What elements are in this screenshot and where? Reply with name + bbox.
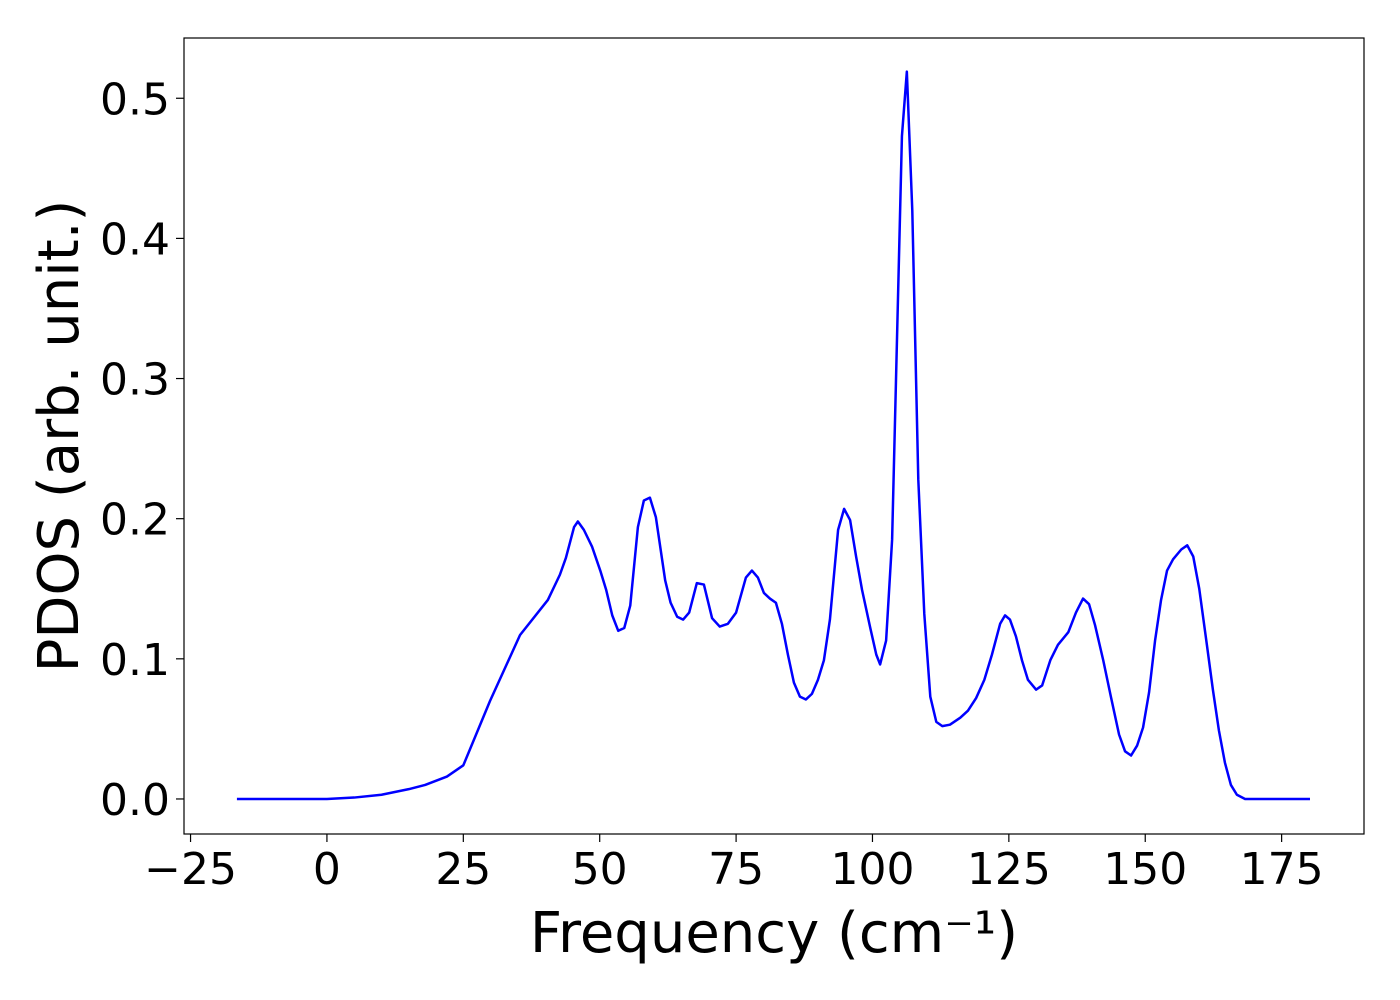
y-tick-label: 0.2 <box>100 495 170 546</box>
y-tick-label: 0.1 <box>100 635 170 686</box>
x-tick-label: 150 <box>1103 844 1187 895</box>
data-line <box>236 70 1310 801</box>
x-tick-label: 125 <box>967 844 1051 895</box>
plot-frame <box>183 37 1365 835</box>
x-tick-label: −25 <box>144 844 237 895</box>
x-tick-label: 75 <box>708 844 764 895</box>
y-tick-label: 0.3 <box>100 355 170 406</box>
x-tick-label: 175 <box>1240 844 1324 895</box>
x-tick-label: 25 <box>435 844 491 895</box>
y-axis-label: PDOS (arb. unit.) <box>27 200 92 673</box>
x-tick-label: 100 <box>830 844 914 895</box>
y-tick-label: 0.5 <box>100 74 170 125</box>
x-axis-label: Frequency (cm⁻¹) <box>530 901 1018 966</box>
y-tick-label: 0.4 <box>100 214 170 265</box>
y-tick-label: 0.0 <box>100 775 170 826</box>
x-tick-label: 50 <box>572 844 628 895</box>
x-tick-label: 0 <box>313 844 341 895</box>
